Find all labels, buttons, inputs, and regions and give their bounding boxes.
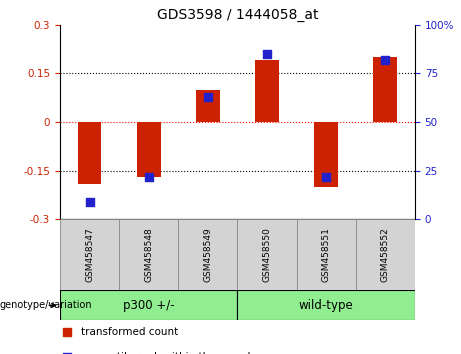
Text: percentile rank within the sample: percentile rank within the sample [81, 352, 257, 354]
Point [204, 94, 212, 99]
Text: transformed count: transformed count [81, 327, 178, 337]
Text: GSM458547: GSM458547 [85, 228, 94, 282]
Title: GDS3598 / 1444058_at: GDS3598 / 1444058_at [157, 8, 318, 22]
Text: GSM458549: GSM458549 [203, 228, 213, 282]
Bar [255, 61, 279, 122]
Bar [373, 57, 397, 122]
Point [86, 199, 93, 205]
Bar [356, 219, 415, 290]
Text: GSM458550: GSM458550 [262, 227, 272, 282]
Bar [137, 122, 160, 177]
Text: GSM458551: GSM458551 [322, 227, 331, 282]
Text: GSM458552: GSM458552 [381, 228, 390, 282]
Point [145, 174, 152, 179]
Bar [60, 219, 119, 290]
Bar [237, 290, 415, 320]
Bar [237, 219, 296, 290]
Bar [178, 219, 237, 290]
Bar [314, 122, 338, 187]
Point [322, 174, 330, 179]
Text: genotype/variation: genotype/variation [0, 300, 93, 310]
Bar [119, 219, 178, 290]
Text: GSM458548: GSM458548 [144, 228, 153, 282]
Bar [60, 290, 237, 320]
Point [63, 329, 71, 335]
Text: p300 +/-: p300 +/- [123, 299, 174, 312]
Text: wild-type: wild-type [299, 299, 354, 312]
Bar [77, 122, 101, 184]
Point [263, 51, 271, 57]
Bar [196, 90, 219, 122]
Bar [296, 219, 356, 290]
Point [382, 57, 389, 63]
